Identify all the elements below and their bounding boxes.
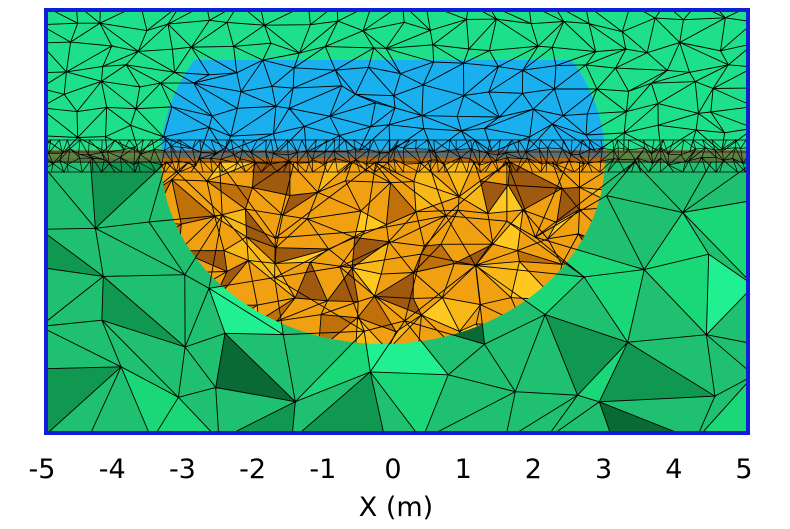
mesh-facet [370, 320, 449, 375]
x-tick-label: 1 [455, 454, 472, 485]
triangle-mesh [46, 10, 748, 433]
mesh-facet [252, 162, 291, 196]
mesh-facet [421, 297, 460, 332]
mesh-facet [121, 366, 179, 433]
x-tick-label: -1 [309, 454, 336, 485]
mesh-facet [357, 296, 397, 332]
mesh-facet [386, 182, 417, 225]
x-tick-label: 0 [384, 454, 401, 485]
mesh-facet [46, 233, 104, 277]
mesh-facet [215, 333, 296, 402]
mesh-facet [299, 371, 384, 433]
mesh-facet [206, 181, 253, 210]
mesh-facet [577, 342, 628, 402]
mesh-facet [508, 185, 563, 210]
mesh-facet [327, 267, 359, 302]
mesh-facet [223, 236, 249, 261]
mesh-facet [352, 241, 389, 275]
plot-area [46, 10, 748, 433]
mesh-facet [171, 179, 215, 225]
mesh-facet [413, 162, 460, 197]
mesh-facet [487, 185, 523, 214]
mesh-facet [644, 212, 709, 270]
mesh-facet [545, 314, 628, 396]
mesh-facet [352, 267, 382, 297]
x-tick-label: -5 [29, 454, 56, 485]
mesh-facet [492, 209, 523, 251]
x-tick-label: 2 [525, 454, 542, 485]
x-axis: -5 -4 -3 -2 -1 0 1 2 3 4 5 [29, 454, 753, 485]
mesh-facet [413, 244, 441, 273]
x-axis-label: X (m) [359, 492, 433, 523]
mesh-facet [644, 254, 709, 335]
mesh-facet [682, 201, 748, 280]
mesh-facet [702, 381, 748, 433]
x-tick-label: -3 [169, 454, 196, 485]
x-tick-label: 4 [665, 454, 682, 485]
mesh-facet [459, 180, 488, 214]
plot-frame [44, 8, 750, 435]
mesh-facet [556, 188, 580, 223]
x-tick-label: 3 [595, 454, 612, 485]
mesh-facet [295, 262, 328, 301]
inclusion-top [161, 60, 605, 158]
mesh-facet [442, 297, 481, 332]
x-tick-label: 5 [735, 454, 752, 485]
mesh-facet [584, 269, 645, 343]
mesh-edges [46, 160, 748, 433]
x-tick-label: -4 [99, 454, 126, 485]
mesh-facet [295, 331, 371, 402]
mesh-facet [370, 371, 449, 433]
mesh-facet [156, 397, 213, 433]
mesh-facet [90, 162, 167, 229]
mesh-facet [413, 181, 460, 212]
mesh-facet [480, 180, 509, 214]
x-tick-label: -2 [239, 454, 266, 485]
mesh-facet [599, 342, 715, 402]
